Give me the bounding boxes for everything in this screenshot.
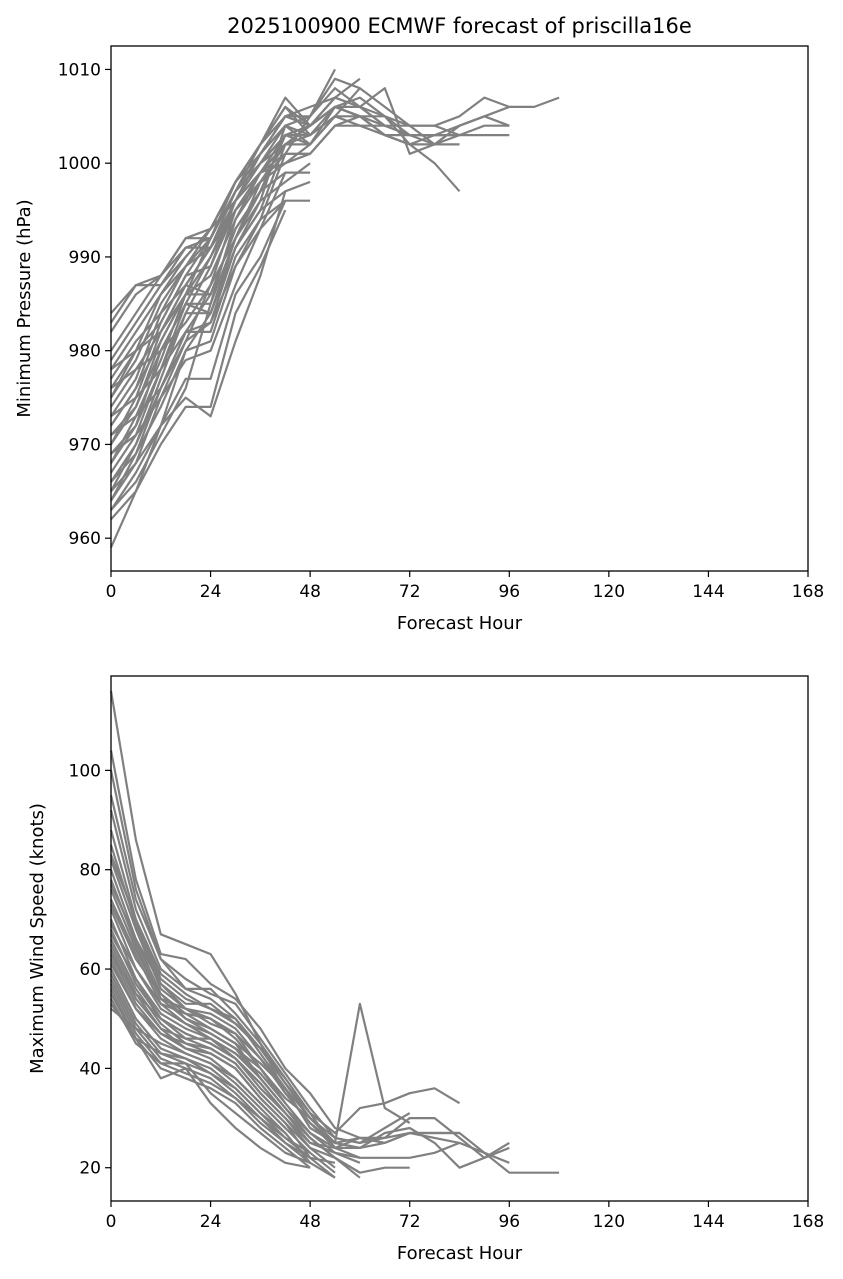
wind-series-line-m29 [110, 1003, 286, 1134]
wind-series-group [109, 690, 560, 1179]
wind-series-line-m28 [110, 998, 311, 1164]
wind-series-line-m11 [109, 889, 386, 1150]
pressure-series-line-m35 [110, 134, 287, 371]
pressure-series-line-m22 [110, 134, 311, 314]
wind-y-tick-label: 20 [79, 1159, 101, 1179]
pressure-x-tick-label: 24 [200, 582, 222, 602]
wind-series-line-m27 [110, 993, 311, 1169]
pressure-series-line-m28 [110, 199, 287, 502]
wind-y-tick-label: 60 [79, 960, 101, 980]
wind-series-line-m21 [110, 963, 336, 1169]
pressure-y-tick-label: 1000 [58, 154, 101, 174]
pressure-x-tick-label: 144 [692, 582, 724, 602]
wind-series-line-m32 [109, 904, 287, 1099]
wind-series-line-m30 [110, 1007, 287, 1129]
pressure-series-line-m32 [110, 172, 287, 455]
pressure-series-line-m29 [110, 200, 287, 511]
pressure-x-ticks: 0 24 48 72 96 120 144 168 [106, 571, 824, 602]
pressure-x-axis-label: Forecast Hour [397, 613, 523, 634]
wind-series-line-m12 [109, 899, 361, 1149]
wind-y-ticks: 20 40 60 80 100 [69, 761, 111, 1179]
wind-series-line-m03 [109, 770, 510, 1159]
wind-series-line-m24 [110, 978, 311, 1159]
pressure-series-line-m33 [110, 153, 287, 418]
wind-plot-frame [110, 675, 809, 1202]
pressure-y-ticks: 960 970 980 990 1000 1010 [58, 60, 111, 549]
wind-x-tick-label: 168 [792, 1212, 824, 1232]
pressure-series-line-m23 [110, 152, 311, 399]
wind-y-tick-label: 100 [69, 761, 101, 781]
pressure-y-axis-label: Minimum Pressure (hPa) [14, 199, 35, 417]
wind-series-line-m31 [110, 933, 287, 1109]
wind-y-tick-label: 40 [79, 1059, 101, 1079]
pressure-series-group [109, 68, 560, 549]
pressure-y-tick-label: 1010 [58, 60, 101, 80]
wind-x-axis-label: Forecast Hour [397, 1243, 523, 1264]
pressure-series-line-m21 [110, 124, 311, 324]
wind-x-tick-label: 72 [399, 1212, 421, 1232]
pressure-chart: 2025100900 ECMWF forecast of priscilla16… [14, 14, 824, 634]
wind-x-tick-label: 0 [106, 1212, 117, 1232]
pressure-x-tick-label: 48 [299, 582, 321, 602]
pressure-y-tick-label: 980 [69, 342, 101, 362]
wind-x-tick-label: 48 [299, 1212, 321, 1232]
wind-series-line-m26 [110, 988, 311, 1169]
wind-series-line-m19 [110, 953, 336, 1179]
wind-chart: 0 24 48 72 96 120 144 168 20 40 60 80 100 Forecast … [27, 675, 824, 1264]
wind-x-tick-label: 96 [498, 1212, 520, 1232]
wind-series-line-m07 [109, 844, 460, 1150]
pressure-series-line-m27 [110, 199, 311, 483]
pressure-x-tick-label: 96 [498, 582, 520, 602]
wind-series-line-m33 [109, 884, 287, 1090]
pressure-x-tick-label: 120 [593, 582, 625, 602]
wind-x-tick-label: 144 [692, 1212, 724, 1232]
pressure-series-line-m34 [110, 144, 287, 390]
pressure-chart-title: 2025100900 ECMWF forecast of priscilla16… [227, 14, 692, 38]
pressure-x-tick-label: 72 [399, 582, 421, 602]
pressure-series-line-m31 [110, 190, 287, 493]
wind-series-line-m35 [110, 923, 287, 1104]
wind-y-axis-label: Maximum Wind Speed (knots) [27, 803, 48, 1074]
wind-series-line-m17 [110, 943, 336, 1149]
pressure-plot-frame [110, 45, 809, 572]
pressure-x-tick-label: 0 [106, 582, 117, 602]
pressure-x-tick-label: 168 [792, 582, 824, 602]
wind-series-line-m36 [110, 953, 287, 1114]
pressure-y-tick-label: 990 [69, 248, 101, 268]
wind-series-line-m34 [109, 854, 287, 1080]
pressure-series-line-m13 [110, 124, 385, 408]
pressure-series-line-m36 [110, 125, 287, 436]
wind-x-tick-label: 24 [200, 1212, 222, 1232]
wind-x-tick-label: 120 [593, 1212, 625, 1232]
wind-series-line-m22 [110, 968, 336, 1164]
pressure-y-tick-label: 970 [69, 435, 101, 455]
wind-y-tick-label: 80 [79, 861, 101, 881]
pressure-y-tick-label: 960 [69, 529, 101, 549]
wind-x-ticks: 0 24 48 72 96 120 144 168 [106, 1201, 824, 1232]
pressure-series-line-m20 [110, 105, 311, 333]
